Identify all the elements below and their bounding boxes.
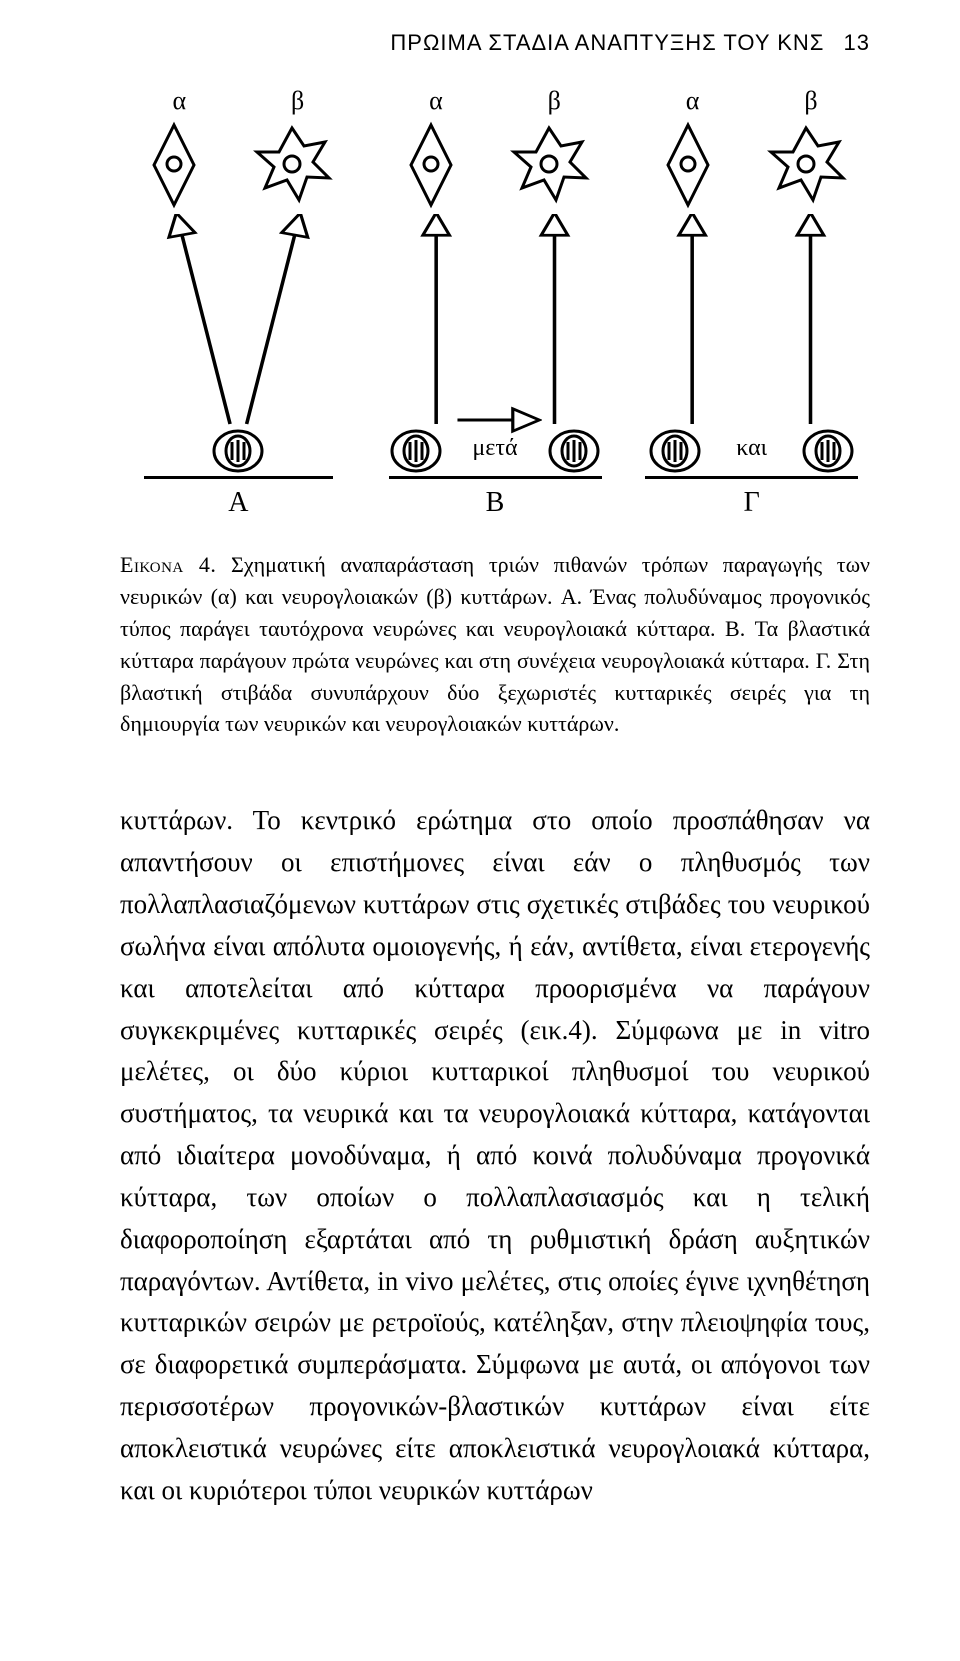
panel-letter-B: B	[486, 487, 505, 519]
page-number: 13	[844, 30, 870, 55]
figure-caption-lead: Εικονα 4.	[120, 552, 216, 577]
progenitor-cell-icon	[211, 428, 265, 474]
glia-cell-icon	[504, 120, 594, 210]
cell-label-alpha: α	[172, 86, 186, 116]
neuron-cell-icon	[653, 120, 723, 210]
neuron-cell-icon	[396, 120, 466, 210]
cell-label-beta: β	[548, 86, 561, 116]
body-paragraph: κυττάρων. Το κεντρικό ερώτημα στο οποίο …	[120, 800, 870, 1511]
figure-panel-B: α β	[377, 86, 614, 519]
panel-letter-A: A	[228, 487, 248, 519]
progenitor-cell-icon	[547, 428, 601, 474]
cell-label-beta: β	[291, 86, 304, 116]
glia-cell-icon	[247, 120, 337, 210]
cell-label-alpha: α	[429, 86, 443, 116]
panel-C-conj: και	[732, 435, 771, 468]
figure-caption: Εικονα 4. Σχηματική αναπαράσταση τριών π…	[120, 549, 870, 740]
figure-panel-A: α β	[120, 86, 357, 519]
figure-panel-C: α β	[633, 86, 870, 519]
neuron-cell-icon	[139, 120, 209, 210]
progenitor-cell-icon	[801, 428, 855, 474]
figure-caption-body: Σχηματική αναπαράσταση τριών πιθανών τρό…	[120, 552, 870, 736]
cell-label-beta: β	[804, 86, 817, 116]
figure-4: α β	[120, 86, 870, 740]
panel-B-arrows	[377, 214, 614, 434]
progenitor-cell-icon	[389, 428, 443, 474]
glia-cell-icon	[761, 120, 851, 210]
running-head: ΠΡΩΙΜΑ ΣΤΑΔΙΑ ΑΝΑΠΤΥΞΗΣ ΤΟΥ ΚΝΣ 13	[120, 30, 870, 56]
cell-label-alpha: α	[686, 86, 700, 116]
panel-A-arrows	[120, 214, 357, 434]
panel-C-arrows	[633, 214, 870, 434]
panel-letter-C: Γ	[744, 487, 760, 519]
panel-B-conj: μετά	[468, 435, 521, 468]
running-head-text: ΠΡΩΙΜΑ ΣΤΑΔΙΑ ΑΝΑΠΤΥΞΗΣ ΤΟΥ ΚΝΣ	[390, 30, 824, 55]
progenitor-cell-icon	[648, 428, 702, 474]
